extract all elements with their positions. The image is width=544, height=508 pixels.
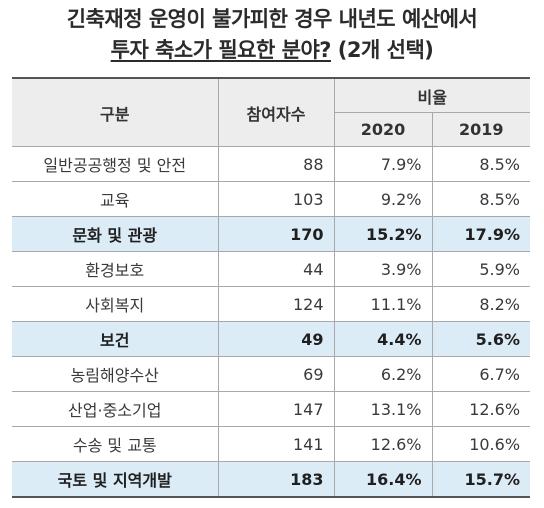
table-row: 산업·중소기업 147 13.1% 12.6% (12, 391, 531, 427)
cell-ratio-2019: 5.6% (431, 321, 531, 357)
cell-ratio-2020: 13.1% (333, 391, 432, 427)
cell-ratio-2019: 10.6% (431, 426, 531, 462)
cell-category: 농림해양수산 (12, 356, 218, 392)
cell-ratio-2019: 12.6% (431, 391, 531, 427)
header-year-2019: 2019 (431, 112, 531, 147)
cell-ratio-2019: 8.5% (431, 181, 531, 217)
cell-respondents: 124 (217, 286, 334, 322)
cell-respondents: 49 (217, 321, 334, 357)
cell-category: 수송 및 교통 (12, 426, 218, 462)
title-block: 긴축재정 운영이 불가피한 경우 내년도 예산에서 투자 축소가 필요한 분야?… (0, 0, 544, 66)
cell-ratio-2019: 5.9% (431, 251, 531, 287)
cell-category: 환경보호 (12, 251, 218, 287)
cell-ratio-2020: 15.2% (333, 216, 432, 252)
cell-category: 산업·중소기업 (12, 391, 218, 427)
cell-respondents: 183 (217, 461, 334, 498)
table-row: 사회복지 124 11.1% 8.2% (12, 286, 531, 322)
cell-ratio-2019: 8.2% (431, 286, 531, 322)
table-row: 일반공공행정 및 안전 88 7.9% 8.5% (12, 146, 531, 182)
cell-ratio-2019: 8.5% (431, 146, 531, 182)
title-selection-note: (2개 선택) (330, 38, 434, 62)
table-row: 문화 및 관광 170 15.2% 17.9% (12, 216, 531, 252)
title-line-2: 투자 축소가 필요한 분야? (2개 선택) (0, 35, 544, 66)
cell-category: 사회복지 (12, 286, 218, 322)
cell-ratio-2020: 3.9% (333, 251, 432, 287)
cell-respondents: 141 (217, 426, 334, 462)
header-respondents: 참여자수 (217, 77, 335, 147)
cell-category: 국토 및 지역개발 (12, 461, 218, 498)
cell-category: 보건 (12, 321, 218, 357)
header-ratio: 비율 (333, 77, 531, 113)
cell-respondents: 69 (217, 356, 334, 392)
cell-ratio-2020: 4.4% (333, 321, 432, 357)
cell-ratio-2020: 12.6% (333, 426, 432, 462)
table-body: 일반공공행정 및 안전 88 7.9% 8.5% 교육 103 9.2% 8.5% 문화 및 관… (12, 146, 531, 498)
cell-respondents: 44 (217, 251, 334, 287)
cell-category: 문화 및 관광 (12, 216, 218, 252)
header-category: 구분 (12, 77, 219, 147)
title-line-1: 긴축재정 운영이 불가피한 경우 내년도 예산에서 (66, 7, 478, 31)
table-row: 수송 및 교통 141 12.6% 10.6% (12, 426, 531, 462)
table-row: 보건 49 4.4% 5.6% (12, 321, 531, 357)
survey-table: 구분 참여자수 비율 2020 2019 일반공공행정 및 안전 88 7.9% 8.… (12, 77, 531, 498)
header-year-2020: 2020 (333, 112, 433, 147)
cell-respondents: 147 (217, 391, 334, 427)
cell-ratio-2019: 17.9% (431, 216, 531, 252)
title-question: 투자 축소가 필요한 분야? (110, 38, 332, 62)
cell-ratio-2020: 9.2% (333, 181, 432, 217)
table-row: 농림해양수산 69 6.2% 6.7% (12, 356, 531, 392)
table-row: 국토 및 지역개발 183 16.4% 15.7% (12, 461, 531, 498)
table-row: 환경보호 44 3.9% 5.9% (12, 251, 531, 287)
cell-category: 교육 (12, 181, 218, 217)
cell-ratio-2020: 7.9% (333, 146, 432, 182)
cell-category: 일반공공행정 및 안전 (12, 146, 218, 182)
cell-respondents: 170 (217, 216, 334, 252)
cell-ratio-2020: 16.4% (333, 461, 432, 498)
cell-ratio-2020: 6.2% (333, 356, 432, 392)
cell-respondents: 88 (217, 146, 334, 182)
cell-ratio-2019: 6.7% (431, 356, 531, 392)
cell-ratio-2020: 11.1% (333, 286, 432, 322)
table-row: 교육 103 9.2% 8.5% (12, 181, 531, 217)
cell-ratio-2019: 15.7% (431, 461, 531, 498)
cell-respondents: 103 (217, 181, 334, 217)
